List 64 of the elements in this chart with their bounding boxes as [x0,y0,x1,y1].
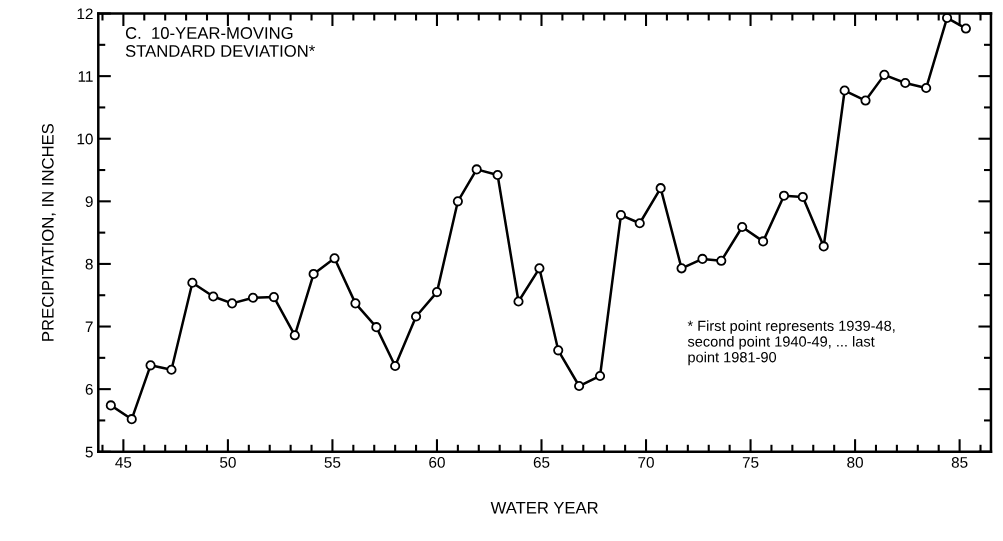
point [329,253,340,264]
y-tick-label: 11 [78,71,93,82]
point [145,360,156,371]
point [187,277,198,288]
point [615,210,627,221]
x-tick-label: 80 [847,457,863,468]
x-tick-label: 55 [324,457,341,468]
point [350,298,361,309]
point [594,370,606,382]
x-tick-label: 85 [951,457,968,468]
point [227,298,238,309]
point [105,400,116,411]
point [492,169,503,181]
point [797,191,808,203]
x-tick-label: 60 [429,457,445,468]
point [208,291,219,302]
point [289,330,300,341]
point [716,255,727,266]
x-tick-label: 65 [533,457,550,468]
point [410,311,422,322]
y-tick-label: 5 [85,446,93,458]
point [655,183,666,194]
point [268,292,279,303]
point [818,241,829,252]
x-tick-label: 45 [115,457,132,468]
point [737,221,748,233]
point [634,218,645,229]
point [941,13,953,23]
point [513,296,524,307]
point [879,69,890,80]
x-tick-label: 70 [638,457,654,468]
point [778,190,790,201]
x-axis-title: WATER YEAR [490,502,598,514]
point [921,82,932,94]
point [308,268,319,280]
point [553,345,564,356]
x-tick-label: 50 [220,457,236,468]
point [697,253,708,264]
y-axis-title: PRECIPITATION, IN INCHES [41,123,56,341]
y-tick-label: 7 [85,321,93,333]
y-tick-label: 12 [77,8,93,20]
point [166,364,177,375]
point [247,292,259,303]
y-tick-label: 10 [77,133,93,145]
point [371,322,382,333]
point [900,77,911,89]
y-tick-label: 6 [85,384,93,395]
point [471,164,482,175]
point [126,414,137,425]
y-tick-label: 9 [85,196,93,208]
annotation: C. 10-YEAR-MOVING STANDARD DEVIATION* [125,27,315,57]
point [574,380,585,392]
annotation: * First point represents 1939-48, second point 1940-49, ... last point 1981-90 [687,320,895,366]
point [758,236,769,247]
point [960,23,971,34]
point [839,85,850,96]
point [390,360,401,372]
point [676,263,687,274]
x-tick-label: 75 [742,457,759,468]
point [431,287,443,298]
point [534,263,545,274]
point [452,196,463,207]
y-tick-label: 8 [85,258,93,270]
point [860,95,871,106]
